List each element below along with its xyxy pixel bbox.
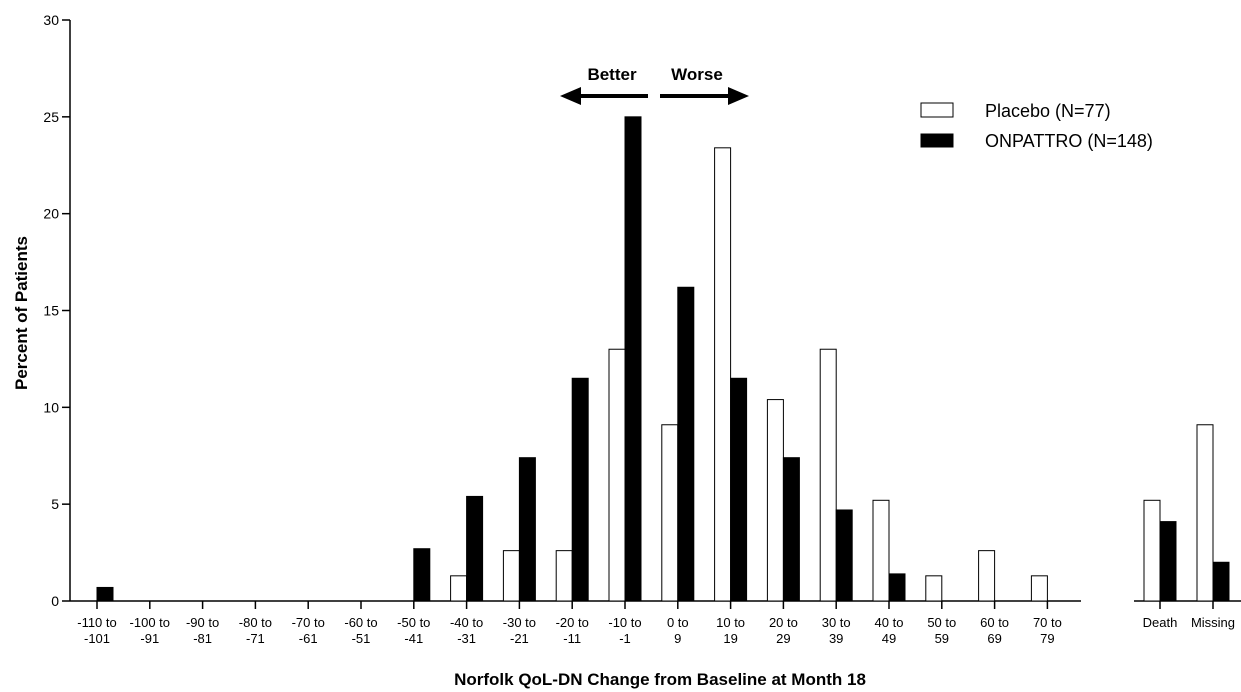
x-tick-labels: -110 to-101-100 to-91-90 to-81-80 to-71-… bbox=[77, 615, 1235, 646]
y-tick-label: 5 bbox=[51, 496, 59, 512]
bar-placebo bbox=[1030, 575, 1048, 602]
x-tick-label: 39 bbox=[829, 631, 843, 646]
x-tick-label: 29 bbox=[776, 631, 790, 646]
worse-label: Worse bbox=[671, 65, 723, 84]
bar-placebo bbox=[978, 550, 996, 602]
bar-placebo bbox=[661, 424, 679, 602]
x-tick-label: 19 bbox=[723, 631, 737, 646]
x-tick-label: 50 to bbox=[927, 615, 956, 630]
x-axis-title: Norfolk QoL-DN Change from Baseline at M… bbox=[454, 670, 866, 689]
x-tick-label: 10 to bbox=[716, 615, 745, 630]
x-tick-label: -70 to bbox=[292, 615, 325, 630]
x-tick-label: -31 bbox=[457, 631, 476, 646]
x-axis-extra bbox=[1134, 600, 1241, 609]
x-tick-label: -30 to bbox=[503, 615, 536, 630]
x-tick-label: 59 bbox=[935, 631, 949, 646]
bar-onpattro bbox=[571, 377, 589, 602]
y-axis-title: Percent of Patients bbox=[12, 236, 31, 390]
y-tick-label: 20 bbox=[43, 206, 59, 222]
bar-placebo bbox=[714, 147, 732, 602]
x-tick-label: -91 bbox=[140, 631, 159, 646]
bar-onpattro bbox=[677, 286, 695, 602]
x-tick-label: -90 to bbox=[186, 615, 219, 630]
x-tick-label: -81 bbox=[193, 631, 212, 646]
x-tick-label: -80 to bbox=[239, 615, 272, 630]
bars bbox=[96, 116, 1230, 602]
x-tick-label: -10 to bbox=[608, 615, 641, 630]
x-tick-label: -100 to bbox=[130, 615, 170, 630]
x-tick-label: -71 bbox=[246, 631, 265, 646]
y-tick-label: 15 bbox=[43, 303, 59, 319]
x-tick-label: -21 bbox=[510, 631, 529, 646]
x-tick-label: -60 to bbox=[344, 615, 377, 630]
x-tick-label: 79 bbox=[1040, 631, 1054, 646]
legend-label-onpattro: ONPATTRO (N=148) bbox=[985, 131, 1153, 151]
x-tick-label: 69 bbox=[987, 631, 1001, 646]
x-axis-main bbox=[70, 600, 1081, 609]
bar-onpattro bbox=[730, 377, 748, 602]
bar-placebo bbox=[819, 348, 837, 602]
bar-placebo bbox=[608, 348, 626, 602]
bar-placebo bbox=[872, 499, 890, 602]
bar-placebo bbox=[450, 575, 468, 602]
x-tick-label: -50 to bbox=[397, 615, 430, 630]
x-tick-label: 49 bbox=[882, 631, 896, 646]
legend-swatch-placebo bbox=[920, 102, 954, 118]
x-tick-label: 70 to bbox=[1033, 615, 1062, 630]
x-tick-label: 20 to bbox=[769, 615, 798, 630]
x-tick-label: -51 bbox=[352, 631, 371, 646]
x-tick-label: 30 to bbox=[822, 615, 851, 630]
x-tick-label: -11 bbox=[563, 631, 581, 646]
y-tick-label: 10 bbox=[43, 399, 59, 415]
x-tick-label: -1 bbox=[619, 631, 631, 646]
bar-placebo bbox=[502, 550, 520, 602]
x-tick-label: -41 bbox=[404, 631, 423, 646]
bar-placebo bbox=[555, 550, 573, 602]
legend-label-placebo: Placebo (N=77) bbox=[985, 101, 1111, 121]
bar-onpattro bbox=[624, 116, 642, 602]
y-tick-label: 25 bbox=[43, 109, 59, 125]
better-label: Better bbox=[587, 65, 637, 84]
legend: Placebo (N=77) ONPATTRO (N=148) bbox=[920, 101, 1153, 151]
bar-onpattro bbox=[835, 509, 853, 602]
x-tick-label: 60 to bbox=[980, 615, 1009, 630]
bar-onpattro bbox=[1212, 561, 1230, 602]
x-tick-label: -110 to bbox=[77, 615, 117, 630]
x-tick-label: -40 to bbox=[450, 615, 483, 630]
y-axis: 0 5 10 15 20 25 30 bbox=[43, 12, 71, 609]
bar-placebo bbox=[1143, 499, 1161, 602]
y-tick-label: 30 bbox=[43, 12, 59, 28]
bar-onpattro bbox=[888, 573, 906, 602]
bar-onpattro bbox=[1159, 521, 1177, 602]
bar-onpattro bbox=[518, 457, 536, 602]
x-tick-label: -101 bbox=[84, 631, 110, 646]
x-tick-label: -20 to bbox=[556, 615, 589, 630]
x-tick-label: Death bbox=[1143, 615, 1178, 630]
x-tick-label: 0 to bbox=[667, 615, 689, 630]
better-arrow-head bbox=[560, 87, 581, 105]
x-tick-label: -61 bbox=[299, 631, 318, 646]
x-tick-label: 40 to bbox=[875, 615, 904, 630]
bar-onpattro bbox=[96, 586, 114, 602]
bar-onpattro bbox=[413, 548, 431, 602]
bar-onpattro bbox=[782, 457, 800, 602]
bar-placebo bbox=[766, 399, 784, 602]
worse-arrow-head bbox=[728, 87, 749, 105]
direction-indicator: Better Worse bbox=[560, 65, 749, 105]
bar-placebo bbox=[1196, 424, 1214, 602]
bar-placebo bbox=[925, 575, 943, 602]
x-tick-label: Missing bbox=[1191, 615, 1235, 630]
y-tick-label: 0 bbox=[51, 593, 59, 609]
bar-onpattro bbox=[466, 495, 484, 602]
legend-swatch-onpattro bbox=[920, 133, 954, 148]
x-tick-label: 9 bbox=[674, 631, 681, 646]
